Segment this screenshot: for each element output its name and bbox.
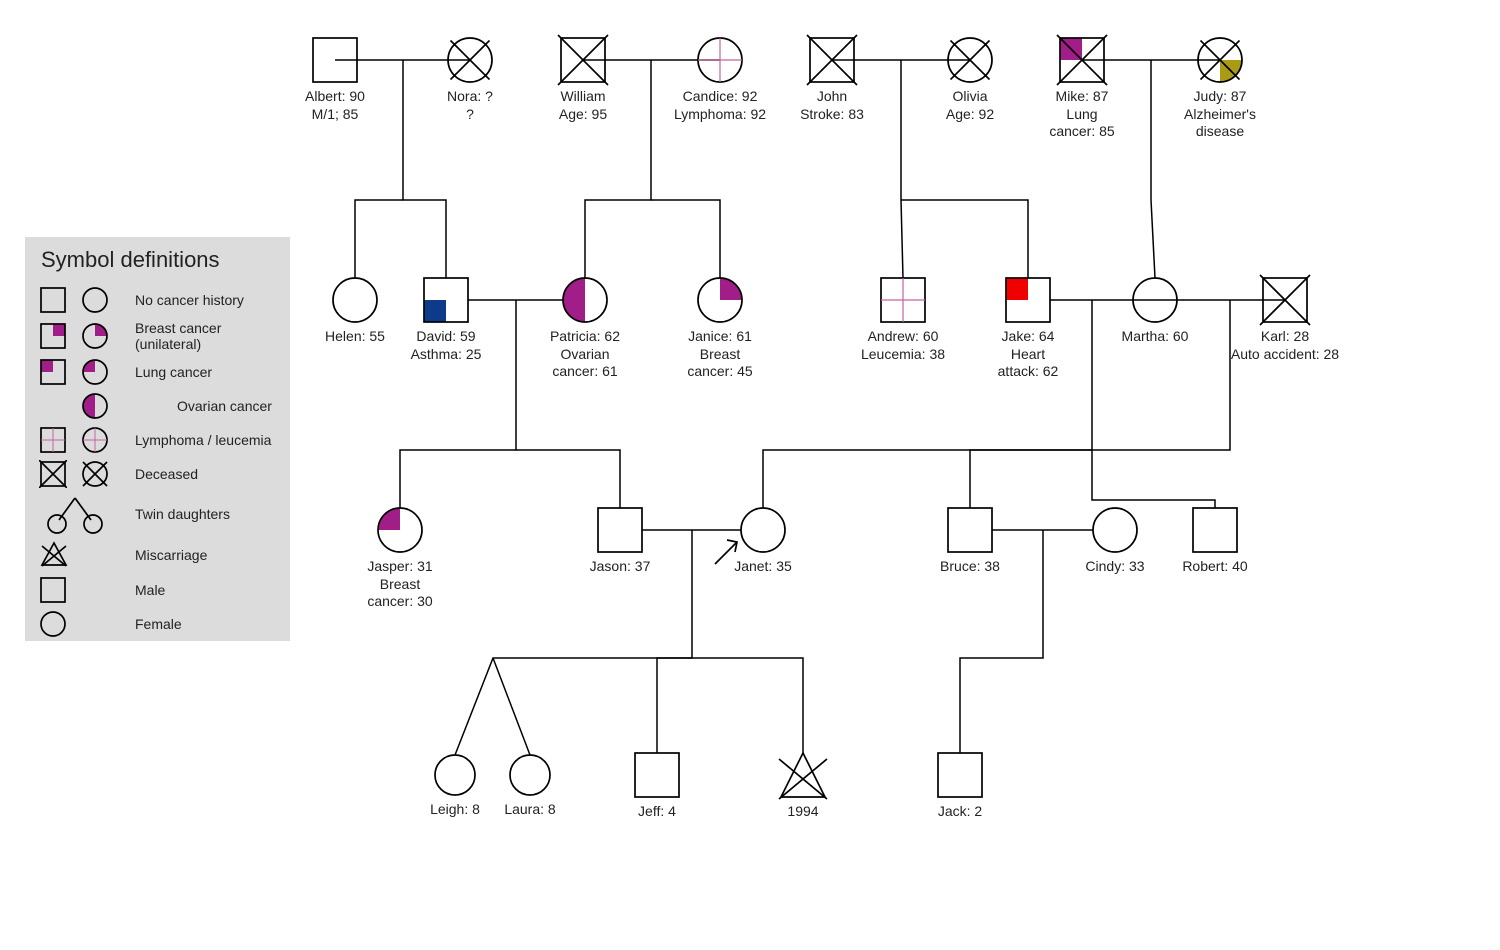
node-misc	[779, 753, 827, 799]
legend-icons	[39, 286, 135, 314]
label-john: John Stroke: 83	[752, 88, 912, 123]
legend-label: Deceased	[135, 466, 280, 482]
label-robert: Robert: 40	[1135, 558, 1295, 576]
legend-row: Twin daughters	[25, 491, 290, 537]
legend-row: Miscarriage	[25, 537, 290, 573]
label-judy: Judy: 87 Alzheimer's disease	[1140, 88, 1300, 141]
legend-label: Lymphoma / leucemia	[135, 432, 280, 448]
node-patricia	[563, 278, 607, 322]
label-mike: Mike: 87 Lung cancer: 85	[1002, 88, 1162, 141]
legend-title: Symbol definitions	[41, 247, 290, 273]
legend-row: Deceased	[25, 457, 290, 491]
legend-label: Miscarriage	[135, 547, 280, 563]
legend-row: Lymphoma / leucemia	[25, 423, 290, 457]
node-cindy	[1093, 508, 1137, 552]
legend-icons	[39, 576, 135, 604]
legend-icons	[39, 540, 135, 570]
label-william: William Age: 95	[503, 88, 663, 123]
legend-icons	[39, 610, 135, 638]
node-jason	[598, 508, 642, 552]
legend-panel: Symbol definitions No cancer history Brea…	[25, 237, 290, 641]
genogram-canvas: Albert: 90 M/1; 85Nora: ? ?William Age: …	[0, 0, 1500, 950]
node-helen	[333, 278, 377, 322]
legend-icons	[39, 426, 135, 454]
node-jack	[938, 753, 982, 797]
legend-row: Male	[25, 573, 290, 607]
label-jack: Jack: 2	[880, 803, 1040, 821]
node-janet	[715, 508, 785, 564]
node-bruce	[948, 508, 992, 552]
label-janice: Janice: 61 Breast cancer: 45	[640, 328, 800, 381]
node-andrew	[881, 278, 925, 322]
legend-icons	[39, 494, 135, 534]
label-karl: Karl: 28 Auto accident: 28	[1205, 328, 1365, 363]
label-janet: Janet: 35	[683, 558, 843, 576]
node-janice	[698, 278, 742, 322]
legend-icons	[39, 460, 135, 488]
legend-label: Twin daughters	[135, 506, 280, 522]
legend-row: Lung cancer	[25, 355, 290, 389]
label-jeff: Jeff: 4	[577, 803, 737, 821]
legend-label: Male	[135, 582, 280, 598]
legend-row: Breast cancer (unilateral)	[25, 317, 290, 355]
legend-label: Female	[135, 616, 280, 632]
node-candice	[698, 38, 742, 82]
label-bruce: Bruce: 38	[890, 558, 1050, 576]
label-david: David: 59 Asthma: 25	[366, 328, 526, 363]
node-robert	[1193, 508, 1237, 552]
legend-label: Ovarian cancer	[177, 398, 280, 414]
node-jasper	[378, 508, 422, 552]
legend-row: Female	[25, 607, 290, 641]
label-misc: 1994	[723, 803, 883, 821]
legend-row: Ovarian cancer	[25, 389, 290, 423]
node-leigh	[435, 755, 475, 795]
legend-row: No cancer history	[25, 283, 290, 317]
node-jake	[1006, 278, 1050, 322]
legend-label: Breast cancer (unilateral)	[135, 320, 280, 352]
node-david	[424, 278, 468, 322]
label-jasper: Jasper: 31 Breast cancer: 30	[320, 558, 480, 611]
legend-icons	[39, 358, 135, 386]
label-jason: Jason: 37	[540, 558, 700, 576]
node-jeff	[635, 753, 679, 797]
legend-label: Lung cancer	[135, 364, 280, 380]
legend-icons	[39, 322, 135, 350]
legend-icons	[39, 392, 177, 420]
node-laura	[510, 755, 550, 795]
legend-body: No cancer history Breast cancer (unilater…	[25, 283, 290, 641]
legend-label: No cancer history	[135, 292, 280, 308]
